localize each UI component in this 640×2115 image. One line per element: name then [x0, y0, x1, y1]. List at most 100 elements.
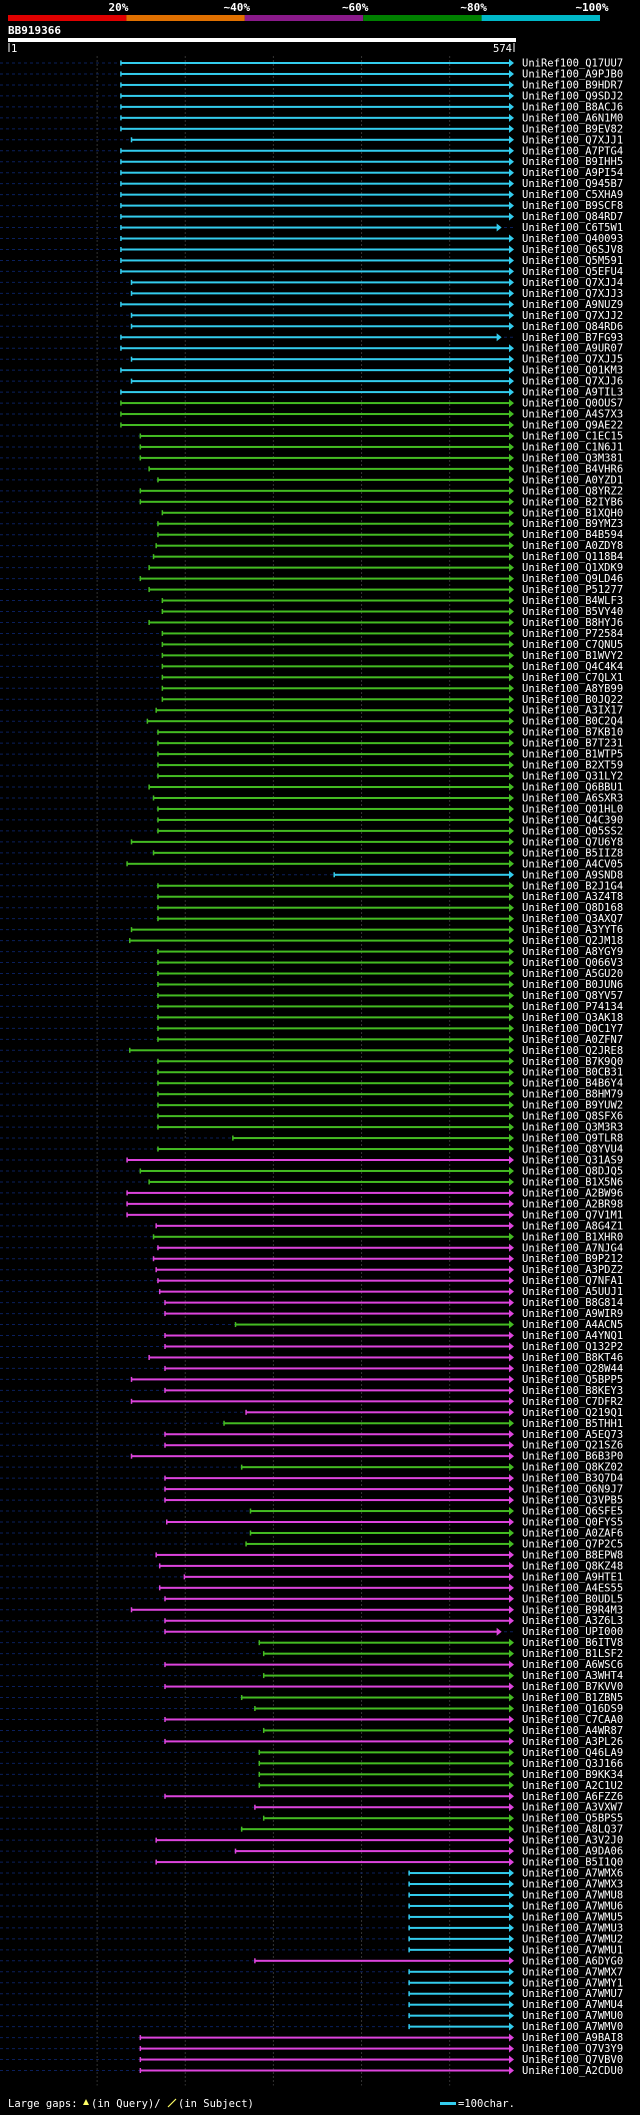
hit-row[interactable]: UniRef100_B3Q7D4 — [0, 1473, 623, 1485]
hit-bar[interactable] — [129, 1049, 511, 1052]
hit-row[interactable]: UniRef100_Q40093 — [0, 233, 623, 245]
hit-row[interactable]: UniRef100_B9YUW2 — [0, 1100, 623, 1112]
hit-row[interactable]: UniRef100_C6T5W1 — [0, 222, 623, 234]
hit-label[interactable]: UniRef100_B1ZBN5 — [522, 1692, 623, 1704]
hit-bar[interactable] — [159, 1290, 511, 1293]
hit-row[interactable]: UniRef100_B1ZBN5 — [0, 1692, 623, 1704]
hit-bar[interactable] — [259, 1641, 510, 1644]
hit-row[interactable]: UniRef100_Q9SDJ2 — [0, 90, 623, 102]
hit-row[interactable]: UniRef100_Q0FYS5 — [0, 1517, 623, 1529]
hit-bar[interactable] — [235, 1850, 511, 1853]
hit-bar[interactable] — [157, 884, 510, 887]
hit-label[interactable]: UniRef100_Q3AK18 — [522, 1012, 623, 1024]
hit-row[interactable]: UniRef100_A0ZDY8 — [0, 540, 623, 552]
hit-bar[interactable] — [149, 621, 510, 624]
hit-bar[interactable] — [157, 1115, 510, 1118]
hit-row[interactable]: UniRef100_A9BAI8 — [0, 2032, 623, 2044]
hit-row[interactable]: UniRef100_A7WMX7 — [0, 1966, 623, 1978]
hit-label[interactable]: UniRef100_A2C1U2 — [522, 1780, 623, 1792]
hit-row[interactable]: UniRef100_A7WMU1 — [0, 1944, 623, 1956]
hit-label[interactable]: UniRef100_A4ACN5 — [522, 1319, 623, 1331]
hit-label[interactable]: UniRef100_C7QNU5 — [522, 639, 623, 651]
hit-label[interactable]: UniRef100_C7CAA0 — [522, 1714, 623, 1726]
hit-label[interactable]: UniRef100_Q31AS9 — [522, 1155, 623, 1167]
hit-row[interactable]: UniRef100_Q7NFA1 — [0, 1275, 623, 1287]
hit-label[interactable]: UniRef100_A7WMU5 — [522, 1911, 623, 1923]
hit-bar[interactable] — [157, 1246, 510, 1249]
hit-label[interactable]: UniRef100_Q1XDK9 — [522, 562, 623, 574]
hit-label[interactable]: UniRef100_Q6SFE5 — [522, 1506, 623, 1518]
hit-bar[interactable] — [259, 1762, 510, 1765]
hit-label[interactable]: UniRef100_D0C1Y7 — [522, 1023, 623, 1035]
hit-row[interactable]: UniRef100_UPI000 — [0, 1626, 623, 1638]
hit-label[interactable]: UniRef100_B9YUW2 — [522, 1100, 623, 1112]
hit-row[interactable]: UniRef100_B0JUN6 — [0, 979, 623, 991]
hit-label[interactable]: UniRef100_Q7XJJ4 — [522, 277, 623, 289]
hit-label[interactable]: UniRef100_B0CB31 — [522, 1067, 623, 1079]
hit-bar[interactable] — [131, 1400, 510, 1403]
hit-row[interactable]: UniRef100_B9IHH5 — [0, 156, 623, 168]
hit-bar[interactable] — [334, 873, 510, 876]
hit-label[interactable]: UniRef100_A2BR98 — [522, 1198, 623, 1210]
hit-label[interactable]: UniRef100_A3PL26 — [522, 1736, 623, 1748]
hit-bar[interactable] — [157, 917, 510, 920]
hit-bar[interactable] — [120, 193, 511, 196]
hit-bar[interactable] — [157, 1016, 510, 1019]
hit-bar[interactable] — [127, 1202, 511, 1205]
hit-row[interactable]: UniRef100_Q21SZ6 — [0, 1440, 623, 1452]
hit-label[interactable]: UniRef100_B7T231 — [522, 738, 623, 750]
hit-label[interactable]: UniRef100_Q5BPP5 — [522, 1374, 623, 1386]
hit-row[interactable]: UniRef100_Q31LY2 — [0, 771, 623, 783]
hit-row[interactable]: UniRef100_Q7XJJ2 — [0, 310, 623, 322]
hit-label[interactable]: UniRef100_B6ITV8 — [522, 1637, 623, 1649]
hit-label[interactable]: UniRef100_Q17UU7 — [522, 58, 623, 70]
hit-row[interactable]: UniRef100_C5XHA9 — [0, 189, 623, 201]
hit-bar[interactable] — [149, 1180, 510, 1183]
hit-row[interactable]: UniRef100_Q6N9J7 — [0, 1484, 623, 1496]
hit-row[interactable]: UniRef100_B7KVV0 — [0, 1681, 623, 1693]
hit-bar[interactable] — [409, 1981, 510, 1984]
hit-label[interactable]: UniRef100_A5GU20 — [522, 968, 623, 980]
hit-row[interactable]: UniRef100_B0CB31 — [0, 1067, 623, 1079]
hit-bar[interactable] — [409, 2003, 510, 2006]
hit-label[interactable]: UniRef100_C1EC15 — [522, 430, 623, 442]
hit-row[interactable]: UniRef100_A6DYG0 — [0, 1955, 623, 1967]
hit-bar[interactable] — [120, 171, 511, 174]
hit-label[interactable]: UniRef100_Q5M591 — [522, 255, 623, 267]
hit-label[interactable]: UniRef100_B2J1G4 — [522, 880, 623, 892]
hit-row[interactable]: UniRef100_Q2JRE8 — [0, 1045, 623, 1057]
hit-bar[interactable] — [140, 2058, 510, 2061]
hit-bar[interactable] — [246, 1542, 510, 1545]
hit-label[interactable]: UniRef100_B5IIZ8 — [522, 847, 623, 859]
hit-bar[interactable] — [409, 1893, 510, 1896]
hit-row[interactable]: UniRef100_A7WMU5 — [0, 1911, 623, 1923]
hit-row[interactable]: UniRef100_A9NUZ9 — [0, 299, 623, 311]
hit-label[interactable]: UniRef100_A0ZFN7 — [522, 1034, 623, 1046]
hit-label[interactable]: UniRef100_A4ES55 — [522, 1582, 623, 1594]
hit-row[interactable]: UniRef100_B1XHR0 — [0, 1231, 623, 1243]
hit-bar[interactable] — [157, 1279, 510, 1282]
hit-label[interactable]: UniRef100_B8KEY3 — [522, 1385, 623, 1397]
hit-row[interactable]: UniRef100_A0ZFN7 — [0, 1034, 623, 1046]
hit-bar[interactable] — [120, 424, 511, 427]
hit-row[interactable]: UniRef100_B1WVY2 — [0, 650, 623, 662]
hit-row[interactable]: UniRef100_A2BR98 — [0, 1198, 623, 1210]
hit-label[interactable]: UniRef100_A7WMU3 — [522, 1922, 623, 1934]
hit-row[interactable]: UniRef100_Q84RD6 — [0, 321, 623, 333]
hit-row[interactable]: UniRef100_D0C1Y7 — [0, 1023, 623, 1035]
hit-bar[interactable] — [254, 1806, 510, 1809]
hit-label[interactable]: UniRef100_A5UUJ1 — [522, 1286, 623, 1298]
hit-row[interactable]: UniRef100_A7WMU4 — [0, 1999, 623, 2011]
hit-bar[interactable] — [409, 1926, 510, 1929]
hit-label[interactable]: UniRef100_B8ACJ6 — [522, 101, 623, 113]
hit-bar[interactable] — [259, 1751, 510, 1754]
hit-label[interactable]: UniRef100_A4CV05 — [522, 858, 623, 870]
hit-label[interactable]: UniRef100_Q84RD6 — [522, 321, 623, 333]
hit-row[interactable]: UniRef100_A2C1U2 — [0, 1780, 623, 1792]
hit-bar[interactable] — [157, 906, 510, 909]
hit-row[interactable]: UniRef100_Q219Q1 — [0, 1407, 623, 1419]
hit-bar[interactable] — [120, 347, 511, 350]
hit-row[interactable]: UniRef100_A7WMU2 — [0, 1933, 623, 1945]
hit-bar[interactable] — [157, 950, 510, 953]
hit-label[interactable]: UniRef100_Q6N9J7 — [522, 1484, 623, 1496]
